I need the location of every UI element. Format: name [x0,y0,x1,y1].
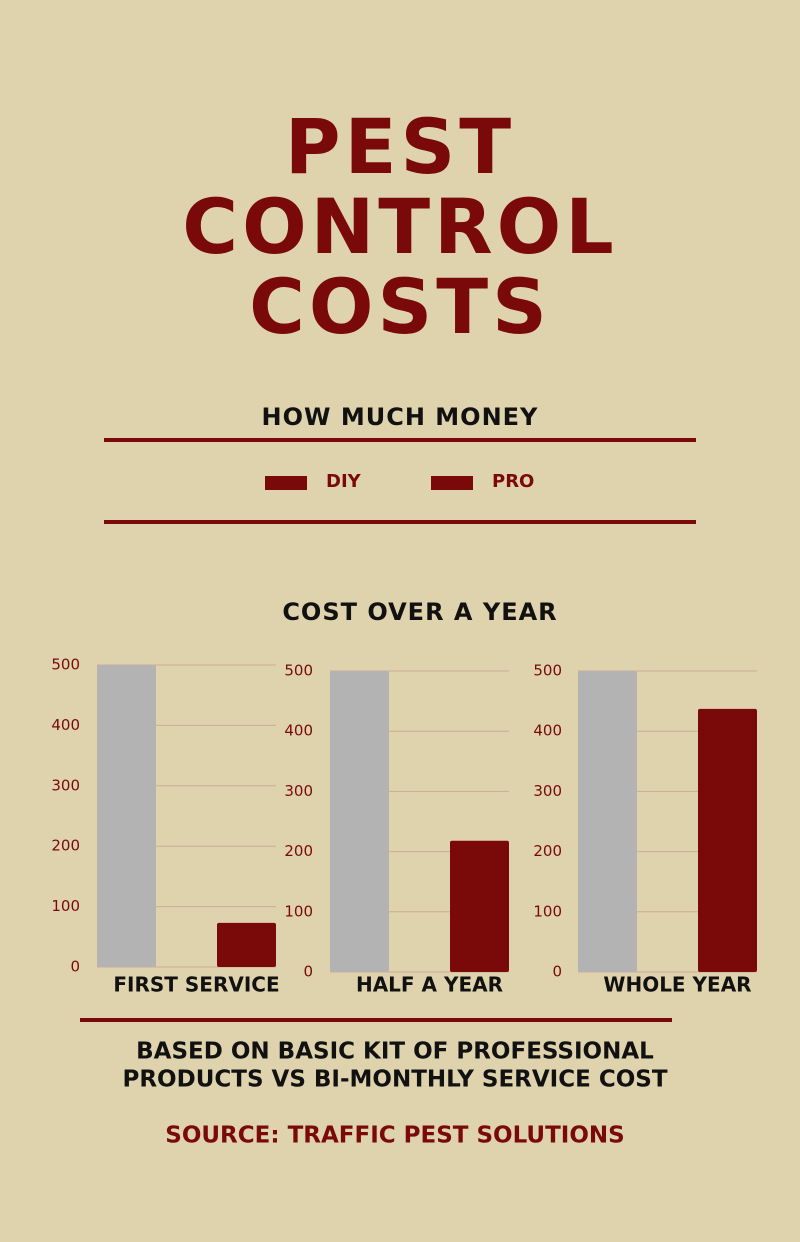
bar [698,708,757,972]
chart: 0 100 200 300 400 500 FIRST SERVICE [51,656,279,997]
subtitle: HOW MUCH MONEY [262,403,539,431]
charts: 0 100 200 300 400 500 FIRST SERVICE 0 100 200 300 4… [51,656,757,997]
y-tick-label: 0 [552,963,562,981]
note-line: BASED ON BASIC KIT OF PROFESSIONAL [136,1039,654,1065]
bar [217,922,276,967]
divider [80,1018,672,1022]
y-tick-label: 300 [533,782,562,800]
y-tick-label: 400 [51,716,80,734]
y-tick-label: 200 [533,842,562,860]
y-tick-label: 100 [51,897,80,915]
divider [104,520,696,524]
y-tick-label: 400 [533,722,562,740]
y-tick-label: 0 [303,963,313,981]
x-axis-label: HALF A YEAR [356,973,503,997]
note-line: PRODUCTS VS BI-MONTHLY SERVICE COST [122,1067,667,1093]
legend: DIY PRO [265,471,534,492]
bar [330,671,389,972]
legend-swatch [265,476,307,490]
y-tick-label: 200 [284,842,313,860]
y-tick-label: 300 [51,776,80,794]
title-line: CONTROL [182,182,617,271]
legend-swatch [431,476,473,490]
y-tick-label: 0 [70,958,80,976]
bar [97,665,156,967]
bar [450,840,509,972]
charts-title: COST OVER A YEAR [282,598,557,626]
y-tick-label: 100 [533,902,562,920]
legend-label: DIY [326,471,362,492]
y-tick-label: 500 [51,656,80,674]
y-tick-label: 500 [284,662,313,680]
divider [104,438,696,442]
bar [578,671,637,972]
source: SOURCE: TRAFFIC PEST SOLUTIONS [165,1123,624,1149]
title-line: PEST [285,102,515,191]
chart: 0 100 200 300 400 500 WHOLE YEAR [533,662,757,997]
y-tick-label: 400 [284,722,313,740]
x-axis-label: FIRST SERVICE [113,973,279,997]
x-axis-label: WHOLE YEAR [603,973,751,997]
y-tick-label: 200 [51,837,80,855]
chart: 0 100 200 300 400 500 HALF A YEAR [284,662,509,997]
y-tick-label: 100 [284,902,313,920]
title-line: COSTS [249,262,551,351]
legend-label: PRO [492,471,534,492]
y-tick-label: 300 [284,782,313,800]
y-tick-label: 500 [533,662,562,680]
